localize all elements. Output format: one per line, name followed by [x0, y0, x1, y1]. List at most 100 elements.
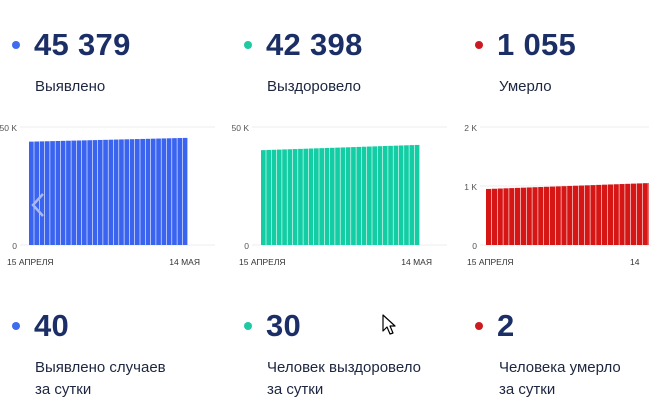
detected-label: Выявлено [35, 78, 106, 95]
chart-bar [631, 183, 637, 245]
chart-bar [361, 146, 367, 245]
chart-bar [66, 140, 71, 245]
chart-bar [319, 148, 324, 245]
chart-bar [182, 137, 188, 245]
chart-bar [39, 141, 45, 245]
chart-bar [625, 183, 631, 245]
chart-bar [308, 148, 314, 245]
chart-bar [367, 146, 372, 245]
chart-bar [303, 148, 309, 245]
chart-bar [34, 141, 39, 245]
chart-bar [404, 145, 409, 245]
chart-bar [584, 185, 590, 245]
chart-bar [108, 139, 114, 245]
chart-bar [329, 147, 335, 245]
chart-bar [497, 188, 503, 245]
chart-bar [82, 140, 87, 245]
chart-bar [526, 187, 532, 245]
chart-bar [150, 138, 156, 245]
chart-bar [298, 148, 303, 245]
chart-bar [124, 139, 130, 245]
chart-bar [351, 147, 356, 245]
chevron-left-icon[interactable] [30, 192, 46, 218]
daily-detected-value: 40 [34, 308, 70, 343]
chart-bar [503, 188, 509, 245]
chart-bar [520, 187, 526, 245]
chart-bar [356, 146, 362, 245]
chart-bar [271, 149, 277, 245]
recovered-dot [244, 41, 252, 49]
chart-bar [596, 184, 602, 245]
chart-bar [292, 149, 298, 245]
chart-bar [555, 186, 561, 245]
chart-bar [382, 146, 388, 245]
deaths-chart: 2 K 1 K 0 15 АПРЕЛЯ 14 [464, 123, 649, 267]
daily-recovered-label-line2: за сутки [267, 381, 324, 398]
chart-bar [578, 185, 584, 245]
chart-bar [393, 145, 399, 245]
chart-bar [602, 184, 608, 245]
chart-bar [166, 138, 172, 245]
chart-bar [92, 140, 98, 245]
chart-bar [398, 145, 404, 245]
chart-bar [140, 138, 145, 245]
chart-bar [619, 184, 625, 245]
deaths-label: Умерло [499, 78, 552, 95]
chart-bar [129, 139, 135, 245]
daily-detected-label-line2: за сутки [35, 381, 92, 398]
y-tick-label: 50 K [0, 123, 17, 133]
detected-dot [12, 41, 20, 49]
x-end-label: 14 МАЯ [401, 257, 432, 267]
daily-deaths-label-line1: Человека умерло [499, 359, 621, 376]
chart-bar [113, 139, 119, 245]
chart-bar [607, 184, 613, 245]
chart-bar [509, 188, 515, 245]
chart-bar [590, 185, 596, 245]
chart-bar [29, 141, 34, 245]
mouse-cursor-icon [382, 314, 396, 335]
chart-bar [135, 139, 140, 245]
chart-bar [372, 146, 377, 245]
chart-bar [549, 186, 555, 245]
chart-bar [340, 147, 346, 245]
detected-chart: 50 K 0 15 АПРЕЛЯ 14 МАЯ [0, 123, 215, 267]
chart-bar [642, 183, 648, 245]
chart-bar [573, 185, 579, 245]
recovered-chart: 50 K 0 15 АПРЕЛЯ 14 МАЯ [232, 123, 447, 267]
y-tick-label: 0 [472, 241, 477, 251]
daily-detected-label-line1: Выявлено случаев [35, 359, 166, 376]
chart-bar [276, 149, 282, 245]
y-tick-label: 50 K [232, 123, 249, 133]
chart-bar [50, 141, 55, 245]
y-tick-label: 1 K [464, 182, 477, 192]
chart-bar [55, 140, 61, 245]
chart-bar [161, 138, 167, 245]
chart-bar [76, 140, 82, 245]
chart-bar [119, 139, 124, 245]
y-tick-label: 0 [244, 241, 249, 251]
chart-bar [177, 138, 183, 245]
daily-recovered-label-line1: Человек выздоровело [267, 359, 421, 376]
chart-bar [314, 148, 319, 245]
recovered-total: 42 398 [266, 27, 363, 62]
chart-bar [532, 187, 538, 245]
chart-bar [103, 139, 108, 245]
y-tick-label: 2 K [464, 123, 477, 133]
chart-bar [335, 147, 340, 245]
recovered-label: Выздоровело [267, 78, 362, 95]
chart-bar [491, 188, 497, 245]
chart-bar [97, 139, 103, 245]
daily-detected-dot [12, 322, 20, 330]
daily-deaths-value: 2 [497, 308, 515, 343]
daily-deaths-dot [475, 322, 483, 330]
chart-bar [261, 150, 266, 245]
x-start-label: 15 АПРЕЛЯ [467, 257, 514, 267]
chart-bar [145, 138, 151, 245]
x-end-label: 14 МАЯ [169, 257, 200, 267]
x-start-label: 15 АПРЕЛЯ [7, 257, 54, 267]
y-tick-label: 0 [12, 241, 17, 251]
chart-bar [287, 149, 293, 245]
chart-bar [71, 140, 77, 245]
deaths-total: 1 055 [497, 27, 577, 62]
chart-bar [515, 187, 521, 245]
